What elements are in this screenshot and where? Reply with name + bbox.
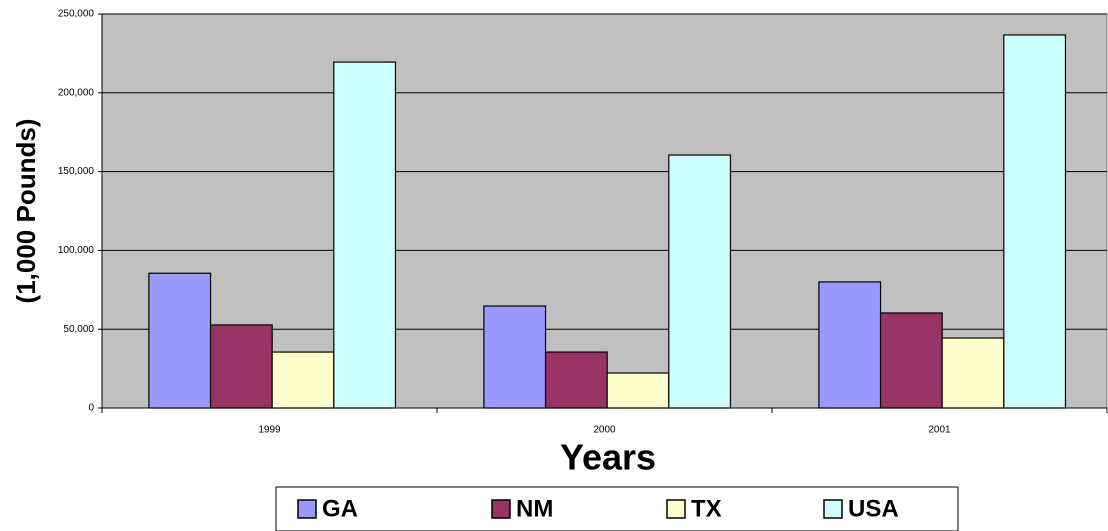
y-tick-label: 0 bbox=[88, 403, 94, 414]
bar bbox=[271, 351, 335, 409]
legend-swatch bbox=[823, 499, 843, 519]
bar bbox=[544, 351, 608, 409]
bar bbox=[333, 61, 397, 409]
legend-label: NM bbox=[516, 495, 553, 522]
x-axis-label: Years bbox=[560, 437, 656, 478]
legend-box bbox=[275, 486, 959, 531]
legend-swatch bbox=[666, 499, 686, 519]
x-tick-label: 2001 bbox=[928, 425, 951, 436]
bar bbox=[879, 312, 943, 409]
legend-label: TX bbox=[691, 495, 722, 522]
bar bbox=[148, 272, 212, 409]
x-tick-label: 2000 bbox=[593, 425, 616, 436]
y-tick-label: 200,000 bbox=[58, 87, 95, 98]
bar bbox=[941, 337, 1005, 409]
bar bbox=[209, 324, 273, 409]
y-axis-label: (1,000 Pounds) bbox=[11, 119, 41, 304]
bar bbox=[483, 305, 547, 409]
bar bbox=[606, 372, 670, 409]
y-tick-label: 100,000 bbox=[58, 245, 95, 256]
bar bbox=[668, 154, 732, 409]
x-tick-label: 1999 bbox=[258, 425, 281, 436]
legend-label: USA bbox=[848, 495, 899, 522]
bar bbox=[1003, 34, 1067, 409]
legend-swatch bbox=[297, 499, 317, 519]
legend-swatch bbox=[491, 499, 511, 519]
y-tick-label: 150,000 bbox=[58, 166, 95, 177]
legend-label: GA bbox=[322, 495, 358, 522]
bar bbox=[818, 281, 882, 409]
y-tick-label: 50,000 bbox=[63, 324, 94, 335]
y-tick-label: 250,000 bbox=[58, 9, 95, 20]
